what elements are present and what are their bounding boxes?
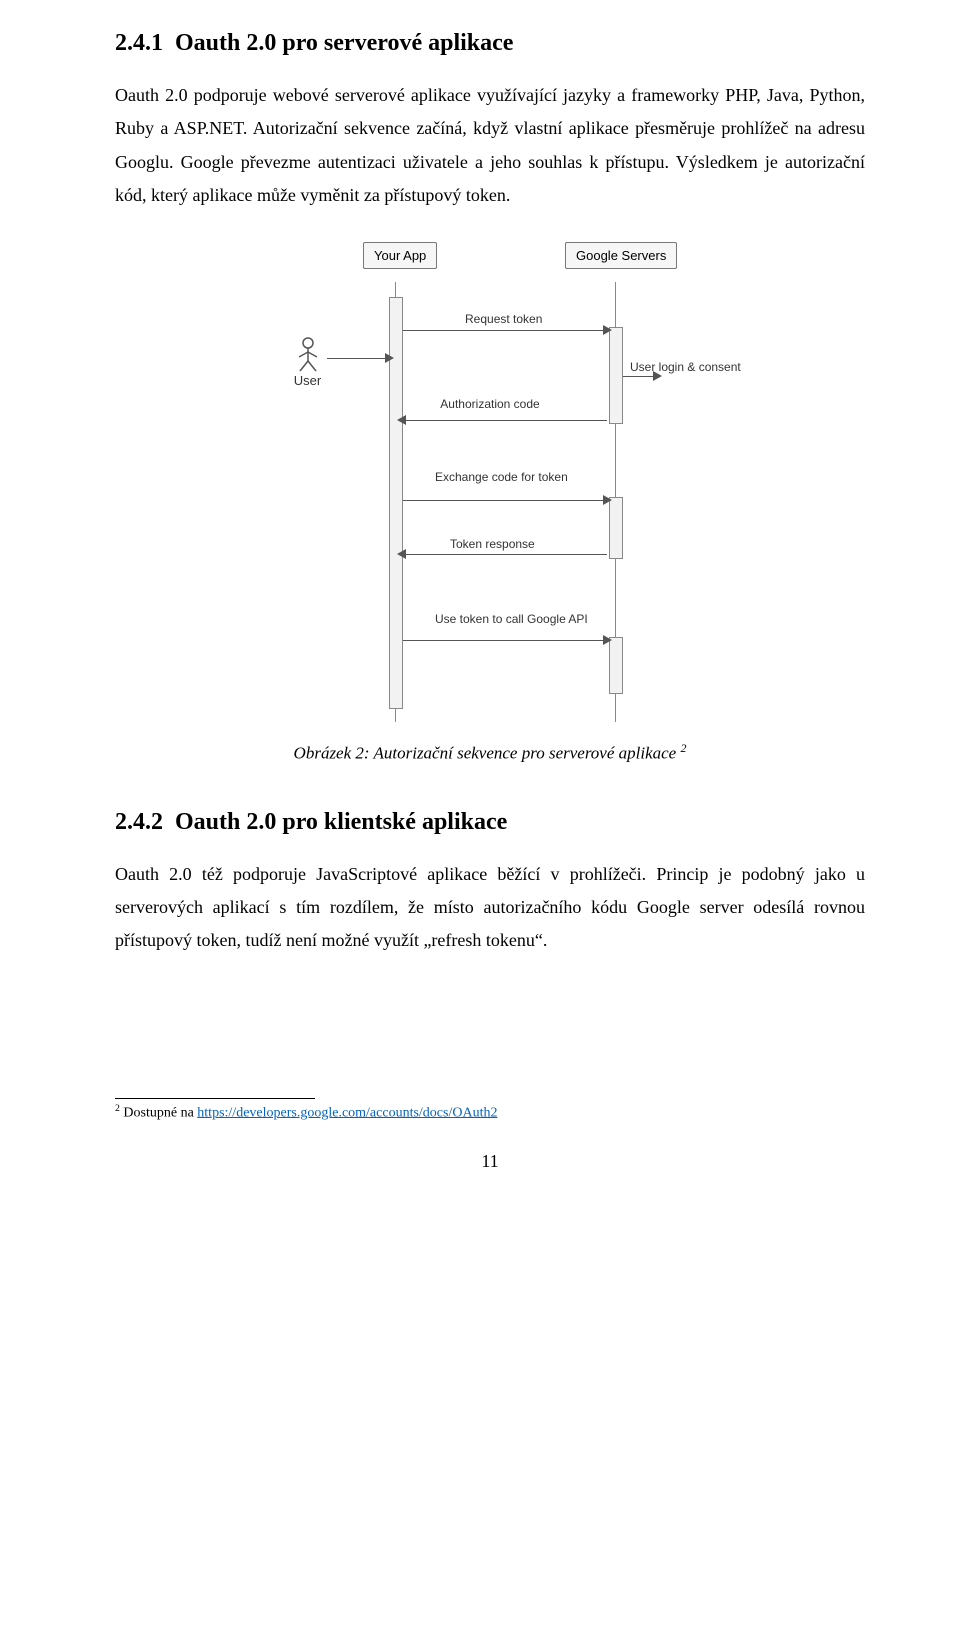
arrowhead-request-token	[603, 325, 612, 335]
caption-sup: 2	[680, 741, 686, 755]
actor-label: User	[294, 373, 321, 388]
footnote-text: Dostupné na	[120, 1105, 197, 1120]
participant-your-app: Your App	[363, 242, 437, 269]
actor-user: User	[285, 337, 330, 388]
figure-caption: Obrázek 2: Autorizační sekvence pro serv…	[115, 741, 865, 764]
footnote-link[interactable]: https://developers.google.com/accounts/d…	[197, 1105, 497, 1120]
arrow-user-login	[623, 376, 657, 377]
arrowhead-exchange	[603, 495, 612, 505]
paragraph-2: Oauth 2.0 též podporuje JavaScriptové ap…	[115, 858, 865, 958]
sequence-diagram: Your App Google Servers User	[115, 242, 865, 727]
arrow-use-token	[403, 640, 607, 641]
msg-request-token: Request token	[465, 312, 542, 326]
participant-google-servers: Google Servers	[565, 242, 677, 269]
arrowhead-auth-code	[397, 415, 406, 425]
caption-text: Obrázek 2: Autorizační sekvence pro serv…	[294, 744, 681, 763]
footnote-separator	[115, 1098, 315, 1099]
activation-google-3	[609, 637, 623, 694]
msg-user-login: User login & consent	[630, 360, 741, 374]
arrowhead-token-response	[397, 549, 406, 559]
section-heading-2-4-2: 2.4.2 Oauth 2.0 pro klientské aplikace	[115, 809, 865, 836]
document-page: 2.4.1 Oauth 2.0 pro serverové aplikace O…	[0, 0, 960, 1212]
msg-use-token: Use token to call Google API	[435, 612, 575, 626]
msg-auth-code: Authorization code	[430, 397, 550, 411]
section-title: Oauth 2.0 pro serverové aplikace	[175, 30, 513, 56]
activation-google-1	[609, 327, 623, 424]
footnote: 2 Dostupné na https://developers.google.…	[115, 1103, 865, 1122]
section-number: 2.4.1	[115, 30, 163, 56]
page-number: 11	[115, 1151, 865, 1172]
arrow-request-token	[403, 330, 607, 331]
arrow-auth-code	[403, 420, 607, 421]
section-number-2: 2.4.2	[115, 809, 163, 835]
msg-exchange: Exchange code for token	[435, 470, 565, 484]
activation-google-2	[609, 497, 623, 559]
msg-token-response: Token response	[450, 537, 535, 551]
arrow-token-response	[403, 554, 607, 555]
arrow-exchange	[403, 500, 607, 501]
user-icon	[296, 337, 320, 373]
arrowhead-user-login	[653, 371, 662, 381]
arrowhead-use-token	[603, 635, 612, 645]
actor-connector-arrow	[385, 353, 394, 363]
actor-connector	[327, 358, 389, 359]
paragraph-1: Oauth 2.0 podporuje webové serverové apl…	[115, 79, 865, 212]
section-title-2: Oauth 2.0 pro klientské aplikace	[175, 809, 507, 835]
section-heading-2-4-1: 2.4.1 Oauth 2.0 pro serverové aplikace	[115, 30, 865, 57]
